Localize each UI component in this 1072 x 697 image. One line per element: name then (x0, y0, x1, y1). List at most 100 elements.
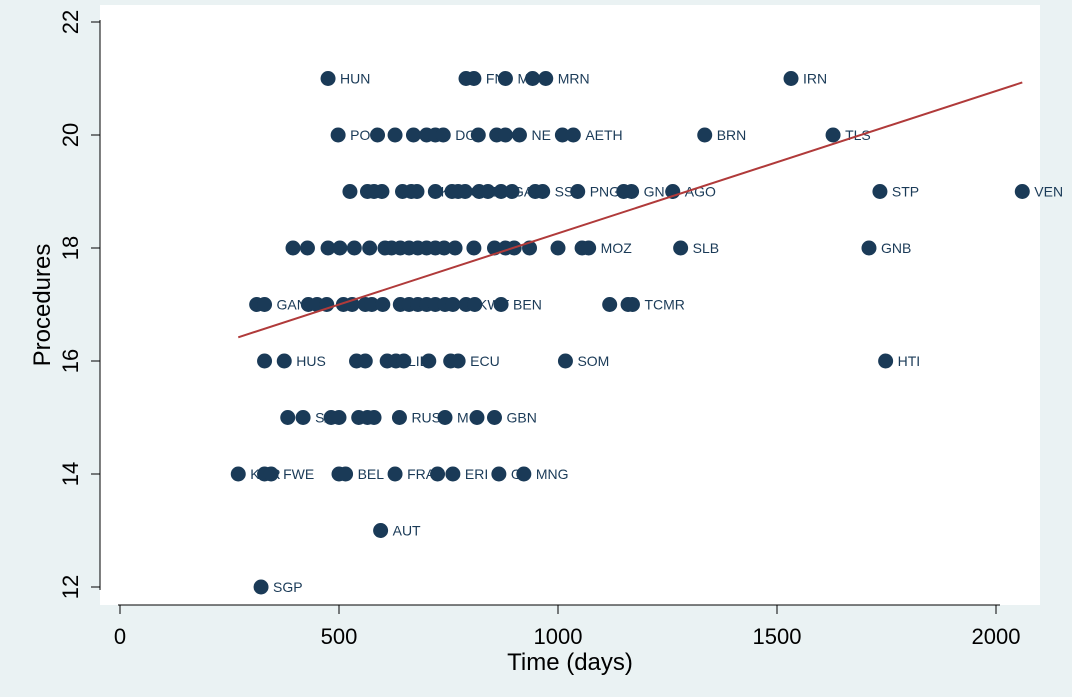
data-label: PNG (590, 184, 620, 200)
y-tick-label: 12 (58, 575, 83, 599)
data-point (421, 353, 437, 369)
data-point (320, 71, 336, 86)
data-label: HTI (898, 353, 921, 369)
data-point (493, 184, 509, 199)
data-point (570, 184, 586, 199)
data-label: ECU (470, 353, 500, 369)
data-point (565, 127, 581, 143)
data-point (554, 127, 570, 143)
data-point (346, 240, 362, 256)
data-label: STP (892, 184, 919, 200)
data-point (295, 410, 311, 425)
data-point (276, 353, 292, 369)
data-label: MRN (558, 71, 590, 87)
data-point (445, 466, 461, 482)
x-tick-label: 1500 (753, 624, 802, 649)
data-label: GAN (277, 297, 307, 313)
data-point (447, 240, 463, 256)
data-label: SOM (577, 353, 609, 369)
data-label: GBN (506, 410, 536, 426)
data-point (391, 410, 407, 425)
data-point (332, 240, 348, 256)
data-point (374, 184, 390, 199)
data-label: BEL (358, 466, 385, 482)
data-label: SS (555, 184, 574, 200)
data-label: BRN (717, 127, 747, 143)
data-point (466, 71, 482, 86)
data-point (387, 127, 403, 143)
data-point (602, 297, 618, 312)
data-point (430, 466, 446, 482)
data-point (557, 353, 573, 369)
data-point (872, 184, 888, 199)
data-point (320, 240, 336, 256)
x-tick-label: 1000 (534, 624, 583, 649)
data-point (535, 184, 551, 199)
data-point (825, 127, 841, 143)
data-point (466, 240, 482, 256)
data-label: HUN (340, 71, 370, 87)
data-label: DO (455, 127, 476, 143)
data-point (511, 127, 527, 143)
data-point (445, 297, 461, 312)
data-point (497, 127, 513, 143)
data-point (581, 240, 597, 256)
data-point (280, 410, 296, 425)
data-point (861, 240, 877, 256)
data-point (783, 71, 799, 86)
data-point (338, 466, 354, 482)
data-label: MNG (536, 466, 569, 482)
data-point (878, 353, 894, 369)
data-point (373, 523, 389, 538)
data-point (1014, 184, 1030, 199)
y-tick-label: 14 (58, 462, 83, 486)
y-tick-label: 16 (58, 349, 83, 373)
plot-area (100, 5, 1040, 605)
data-point (437, 410, 453, 425)
data-label: PO (350, 127, 370, 143)
data-point (364, 297, 380, 312)
data-point (435, 127, 451, 143)
data-label: RUS (411, 410, 441, 426)
data-point (624, 184, 640, 199)
x-tick-label: 500 (321, 624, 358, 649)
data-point (497, 71, 513, 86)
data-label: NE (531, 127, 550, 143)
data-point (457, 184, 473, 199)
x-tick-label: 0 (114, 624, 126, 649)
data-point (516, 466, 532, 482)
data-point (230, 466, 246, 482)
data-point (342, 184, 358, 199)
data-point (375, 297, 391, 312)
data-point (525, 71, 541, 86)
data-point (493, 297, 509, 312)
data-label: SLB (693, 240, 719, 256)
fit-line (237, 81, 1023, 339)
y-axis-title: Procedures (29, 244, 56, 367)
data-label: AGO (685, 184, 716, 200)
data-label: TCMR (644, 297, 684, 313)
data-point (480, 184, 496, 199)
data-label: VEN (1034, 184, 1063, 200)
data-point (538, 71, 554, 86)
data-label: AETH (585, 127, 622, 143)
data-label: ERI (465, 466, 488, 482)
data-point (362, 240, 378, 256)
data-point (436, 240, 452, 256)
data-point (469, 410, 485, 425)
data-point (285, 240, 301, 256)
data-point (387, 466, 403, 482)
data-label: M (457, 410, 469, 426)
data-point (370, 127, 386, 143)
y-tick-label: 18 (58, 236, 83, 260)
data-label: SGP (273, 579, 303, 595)
data-point (427, 184, 443, 199)
y-tick-label: 20 (58, 123, 83, 147)
data-point (697, 127, 713, 143)
data-point (673, 240, 689, 256)
data-point (396, 353, 412, 369)
data-label: HUS (296, 353, 326, 369)
data-point (366, 410, 382, 425)
